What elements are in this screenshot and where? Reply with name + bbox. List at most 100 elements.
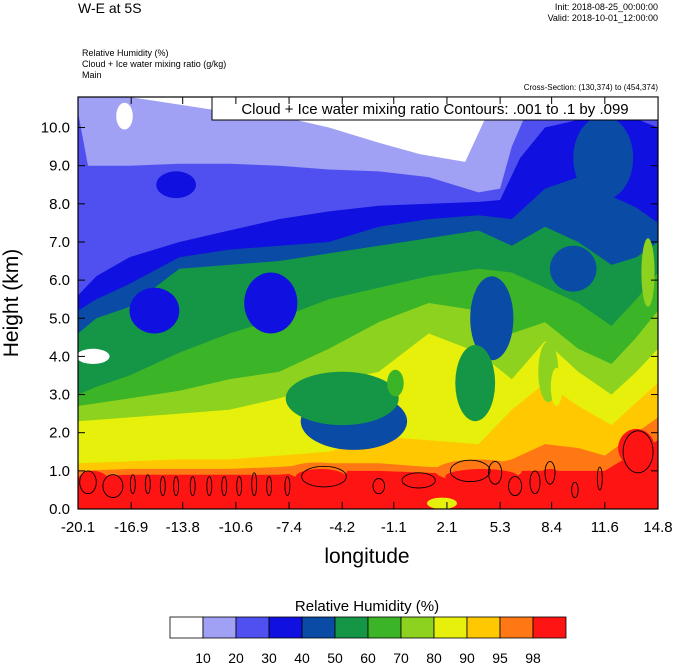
x-tick-label: -4.2: [329, 519, 355, 536]
humidity-cell-22: [618, 428, 655, 468]
colorbar-swatch: [367, 616, 402, 639]
contour-label-box: Cloud + Ice water mixing ratio Contours:…: [211, 96, 659, 121]
humidity-cell-3: [129, 287, 180, 334]
colorbar-label: 20: [228, 650, 244, 666]
cloud-contour-17: [488, 460, 503, 485]
cloud-contour-9: [236, 476, 243, 497]
cloud-contour-7: [206, 476, 213, 497]
y-tick-label: 10.0: [41, 120, 70, 137]
x-tick-label: 2.1: [437, 519, 458, 536]
x-tick-label: 5.3: [490, 519, 511, 536]
contour-label: Cloud + Ice water mixing ratio Contours:…: [241, 101, 628, 118]
colorbar-swatch: [268, 616, 303, 639]
cloud-contour-22: [596, 466, 603, 491]
humidity-cell-4: [244, 272, 298, 334]
colorbar-label: 50: [327, 650, 343, 666]
y-tick-label: 0.0: [49, 501, 70, 518]
humidity-cell-15: [550, 367, 563, 406]
colorbar-label: 98: [525, 650, 541, 666]
colorbar-label: 10: [195, 650, 211, 666]
x-tick-label: -7.4: [276, 519, 302, 536]
cloud-contour-15: [401, 472, 436, 489]
humidity-cell-10: [455, 345, 496, 422]
colorbar-title: Relative Humidity (%): [295, 598, 439, 615]
y-tick-label: 5.0: [49, 310, 70, 327]
colorbar-label: 60: [360, 650, 376, 666]
x-tick-label: -16.9: [114, 519, 148, 536]
cloud-contour-23: [622, 430, 654, 474]
y-tick-label: 9.0: [49, 158, 70, 175]
y-axis: 0.0 1.0 2.0 3.0 4.0 5.0 6.0 7.0 8.0 9.0 10.0: [41, 120, 658, 518]
init-time: Init: 2018-08-25_00:00:00: [554, 2, 658, 12]
cloud-contour-4: [159, 476, 166, 497]
humidity-cell-18: [295, 469, 346, 485]
y-tick-label: 4.0: [49, 348, 70, 365]
humidity-cell-14: [641, 238, 655, 307]
colorbar-swatch: [499, 616, 534, 639]
humidity-band-11: [78, 440, 658, 509]
cloud-contour-12: [284, 476, 291, 497]
humidity-cell-20: [78, 470, 108, 490]
y-tick-label: 1.0: [49, 463, 70, 480]
humidity-cell-2: [156, 171, 197, 199]
mixing-ratio-contours: [79, 430, 654, 498]
page-title: W-E at 5S: [78, 0, 142, 16]
cloud-contour-11: [266, 476, 273, 497]
x-tick-label: -20.1: [61, 519, 95, 536]
cloud-contour-20: [544, 460, 556, 485]
colorbar-swatch: [466, 616, 501, 639]
colorbar-label: 30: [261, 650, 277, 666]
colorbar-swatch: [169, 616, 204, 639]
humidity-cell-12: [337, 312, 371, 332]
x-axis: -20.1 -16.9 -13.8 -10.6 -7.4 -4.2 -1.1 2.1 5.3 8.…: [61, 97, 673, 536]
field-name-cloud: Cloud + Ice water mixing ratio (g/kg): [82, 59, 227, 69]
y-axis-label: Height (km): [0, 249, 23, 358]
humidity-cell-1: [78, 348, 110, 364]
cloud-contour-13: [301, 465, 347, 488]
cloud-contour-1: [102, 474, 124, 498]
x-tick-label: -10.6: [219, 519, 253, 536]
colorbar-swatch: [433, 616, 468, 639]
field-name-main: Main: [82, 70, 102, 80]
y-tick-label: 3.0: [49, 387, 70, 404]
humidity-cell-9: [285, 371, 399, 426]
x-tick-label: 11.6: [591, 519, 619, 536]
colorbar: 10 20 30 40 50 60 70 80 90 95 98: [169, 616, 567, 666]
humidity-fill: [78, 97, 658, 509]
colorbar-label: 40: [294, 650, 310, 666]
colorbar-swatch: [532, 616, 567, 639]
cloud-contour-2: [129, 474, 136, 495]
x-tick-label: -13.8: [166, 519, 200, 536]
field-name-rh: Relative Humidity (%): [82, 48, 169, 58]
x-axis-label: longitude: [324, 545, 409, 568]
colorbar-swatch: [334, 616, 369, 639]
cloud-contour-5: [173, 476, 180, 497]
y-tick-label: 2.0: [49, 425, 70, 442]
humidity-cell-8: [549, 245, 597, 292]
cloud-contour-0: [79, 470, 97, 495]
cloud-contour-8: [221, 476, 228, 497]
cloud-contour-10: [251, 472, 258, 497]
humidity-cell-19: [445, 469, 519, 485]
x-tick-label: -1.1: [381, 519, 407, 536]
colorbar-swatch: [301, 616, 336, 639]
humidity-cell-7: [573, 116, 634, 200]
humidity-cell-21: [536, 469, 564, 488]
humidity-cell-23: [427, 497, 457, 509]
cloud-contour-6: [189, 476, 196, 497]
humidity-cell-6: [470, 276, 514, 361]
colorbar-label: 90: [459, 650, 475, 666]
colorbar-swatch: [400, 616, 435, 639]
cloud-contour-3: [144, 474, 151, 495]
humidity-cell-0: [116, 102, 133, 130]
x-tick-label: 14.8: [643, 519, 672, 536]
cross-section-label: Cross-Section: (130,374) to (454,374): [523, 83, 658, 92]
humidity-cell-11: [387, 369, 404, 397]
y-tick-label: 6.0: [49, 272, 70, 289]
cloud-contour-18: [508, 476, 523, 497]
cloud-contour-16: [449, 459, 491, 483]
valid-time: Valid: 2018-10-01_12:00:00: [547, 13, 658, 23]
cloud-contour-14: [372, 478, 386, 495]
colorbar-swatch: [235, 616, 270, 639]
